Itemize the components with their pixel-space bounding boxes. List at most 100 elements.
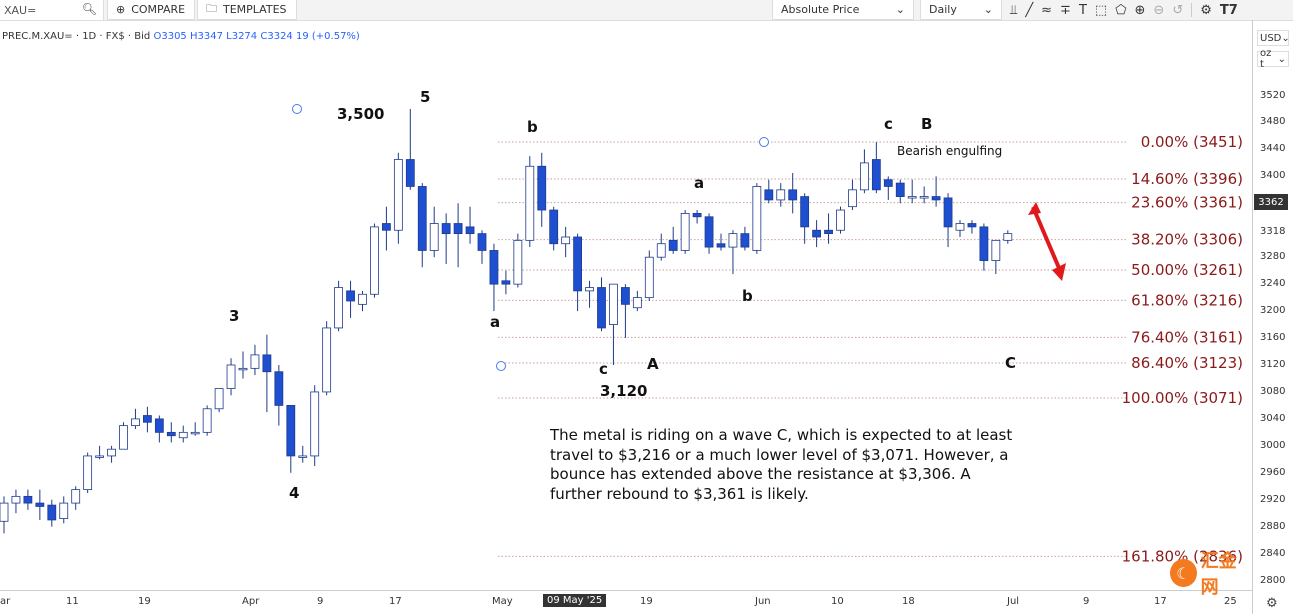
candle[interactable] (0, 496, 9, 534)
settings-gear-icon[interactable]: ⚙ (1266, 596, 1278, 611)
candle[interactable] (346, 280, 355, 318)
candle[interactable] (238, 351, 248, 379)
candle[interactable] (298, 445, 308, 463)
candle[interactable] (334, 280, 344, 332)
candle[interactable] (441, 213, 451, 264)
currency-select[interactable]: USD ⌄ (1257, 30, 1290, 46)
candle[interactable] (477, 230, 487, 264)
candle[interactable] (131, 408, 140, 429)
candle[interactable] (907, 179, 917, 204)
candle[interactable] (1003, 230, 1013, 244)
price-axis[interactable]: USD ⌄ oz t ⌄ 352034803440340033603318328… (1252, 20, 1293, 614)
candle[interactable] (83, 452, 93, 493)
candle[interactable] (286, 405, 296, 473)
candle[interactable] (489, 243, 499, 312)
candle[interactable] (310, 385, 320, 467)
candle[interactable] (621, 284, 630, 339)
candle[interactable] (465, 206, 475, 244)
candle[interactable] (202, 405, 212, 436)
candle[interactable] (943, 193, 953, 248)
text-icon[interactable]: T (1078, 2, 1087, 18)
candle[interactable] (11, 489, 21, 514)
price-mode-select[interactable]: Absolute Price ⌄ (772, 0, 914, 20)
candle[interactable] (716, 233, 726, 251)
anchor-point[interactable] (759, 137, 769, 147)
candle[interactable] (979, 223, 989, 271)
shape-icon[interactable]: ⬠ (1115, 2, 1127, 18)
candle[interactable] (740, 226, 750, 251)
candle[interactable] (525, 156, 535, 248)
candle[interactable] (107, 445, 116, 463)
candle[interactable] (561, 226, 571, 258)
search-icon[interactable]: 🔍︎ (81, 2, 97, 16)
candle[interactable] (393, 152, 403, 244)
candle[interactable] (848, 179, 857, 211)
undo-icon[interactable]: ↺ (1172, 2, 1184, 18)
candle[interactable] (895, 179, 905, 204)
candle[interactable] (453, 203, 463, 268)
candle[interactable] (250, 344, 260, 376)
candle[interactable] (871, 142, 881, 194)
horizontal-line-icon[interactable]: ∓ (1060, 2, 1071, 18)
zoom-in-icon[interactable]: ⊕ (1134, 2, 1146, 18)
compare-button[interactable]: ⊕ COMPARE (107, 0, 195, 20)
candle[interactable] (656, 233, 666, 261)
candle[interactable] (764, 179, 774, 204)
candle[interactable] (991, 239, 1001, 275)
candle[interactable] (59, 496, 69, 524)
candle[interactable] (262, 334, 272, 413)
candle[interactable] (597, 277, 606, 332)
candle[interactable] (788, 172, 798, 214)
candle[interactable] (358, 290, 367, 312)
candle[interactable] (668, 226, 678, 254)
candle[interactable] (154, 415, 164, 443)
candle[interactable] (47, 499, 57, 527)
candle[interactable] (71, 486, 81, 510)
candle[interactable] (728, 230, 738, 275)
wave-icon[interactable]: ≈ (1041, 2, 1053, 18)
candle[interactable] (776, 183, 786, 207)
candle[interactable] (274, 364, 284, 426)
candle[interactable] (800, 193, 810, 244)
candle[interactable] (644, 250, 654, 301)
candle[interactable] (680, 210, 690, 254)
candle[interactable] (919, 186, 929, 204)
candle[interactable] (573, 233, 582, 312)
candle[interactable] (513, 233, 523, 288)
unit-select[interactable]: oz t ⌄ (1257, 48, 1289, 70)
candle[interactable] (35, 489, 45, 520)
candle[interactable] (704, 213, 714, 254)
candle[interactable] (95, 445, 104, 460)
candle[interactable] (322, 321, 332, 396)
time-axis[interactable]: ar 11 19 Apr 9 17 May 09 May '25 19 Jun 10 18 Jul 9 17… (0, 590, 1252, 615)
candle[interactable] (142, 406, 152, 433)
gear-icon[interactable]: ⚙ (1200, 2, 1212, 18)
candle[interactable] (824, 213, 833, 244)
symbol-search-input[interactable]: XAU= 🔍︎ (0, 0, 104, 20)
anchor-point[interactable] (292, 104, 302, 114)
candle[interactable] (178, 425, 188, 443)
candle[interactable] (429, 206, 439, 258)
candle[interactable] (119, 422, 128, 450)
candle[interactable] (190, 422, 200, 436)
candle[interactable] (537, 152, 547, 227)
price-chart[interactable]: 0.00% (3451)14.60% (3396)23.60% (3361)38… (0, 20, 1252, 590)
candle[interactable] (417, 183, 427, 268)
candle[interactable] (632, 290, 642, 312)
candle[interactable] (381, 206, 391, 251)
candlestick-icon[interactable]: ⫫ (1010, 2, 1018, 18)
candle[interactable] (860, 149, 869, 194)
candle[interactable] (405, 108, 415, 190)
interval-select[interactable]: Daily ⌄ (920, 0, 1002, 20)
select-icon[interactable]: ⬚ (1094, 2, 1108, 18)
anchor-point[interactable] (496, 361, 506, 371)
candle[interactable] (752, 183, 762, 254)
anchor-points[interactable] (292, 104, 769, 371)
candle[interactable] (549, 206, 559, 251)
zoom-out-icon[interactable]: ⊖ (1153, 2, 1165, 18)
candle[interactable] (370, 223, 379, 298)
candle[interactable] (955, 220, 965, 237)
candle[interactable] (609, 283, 618, 365)
candle[interactable] (883, 176, 893, 200)
candle[interactable] (166, 422, 176, 443)
